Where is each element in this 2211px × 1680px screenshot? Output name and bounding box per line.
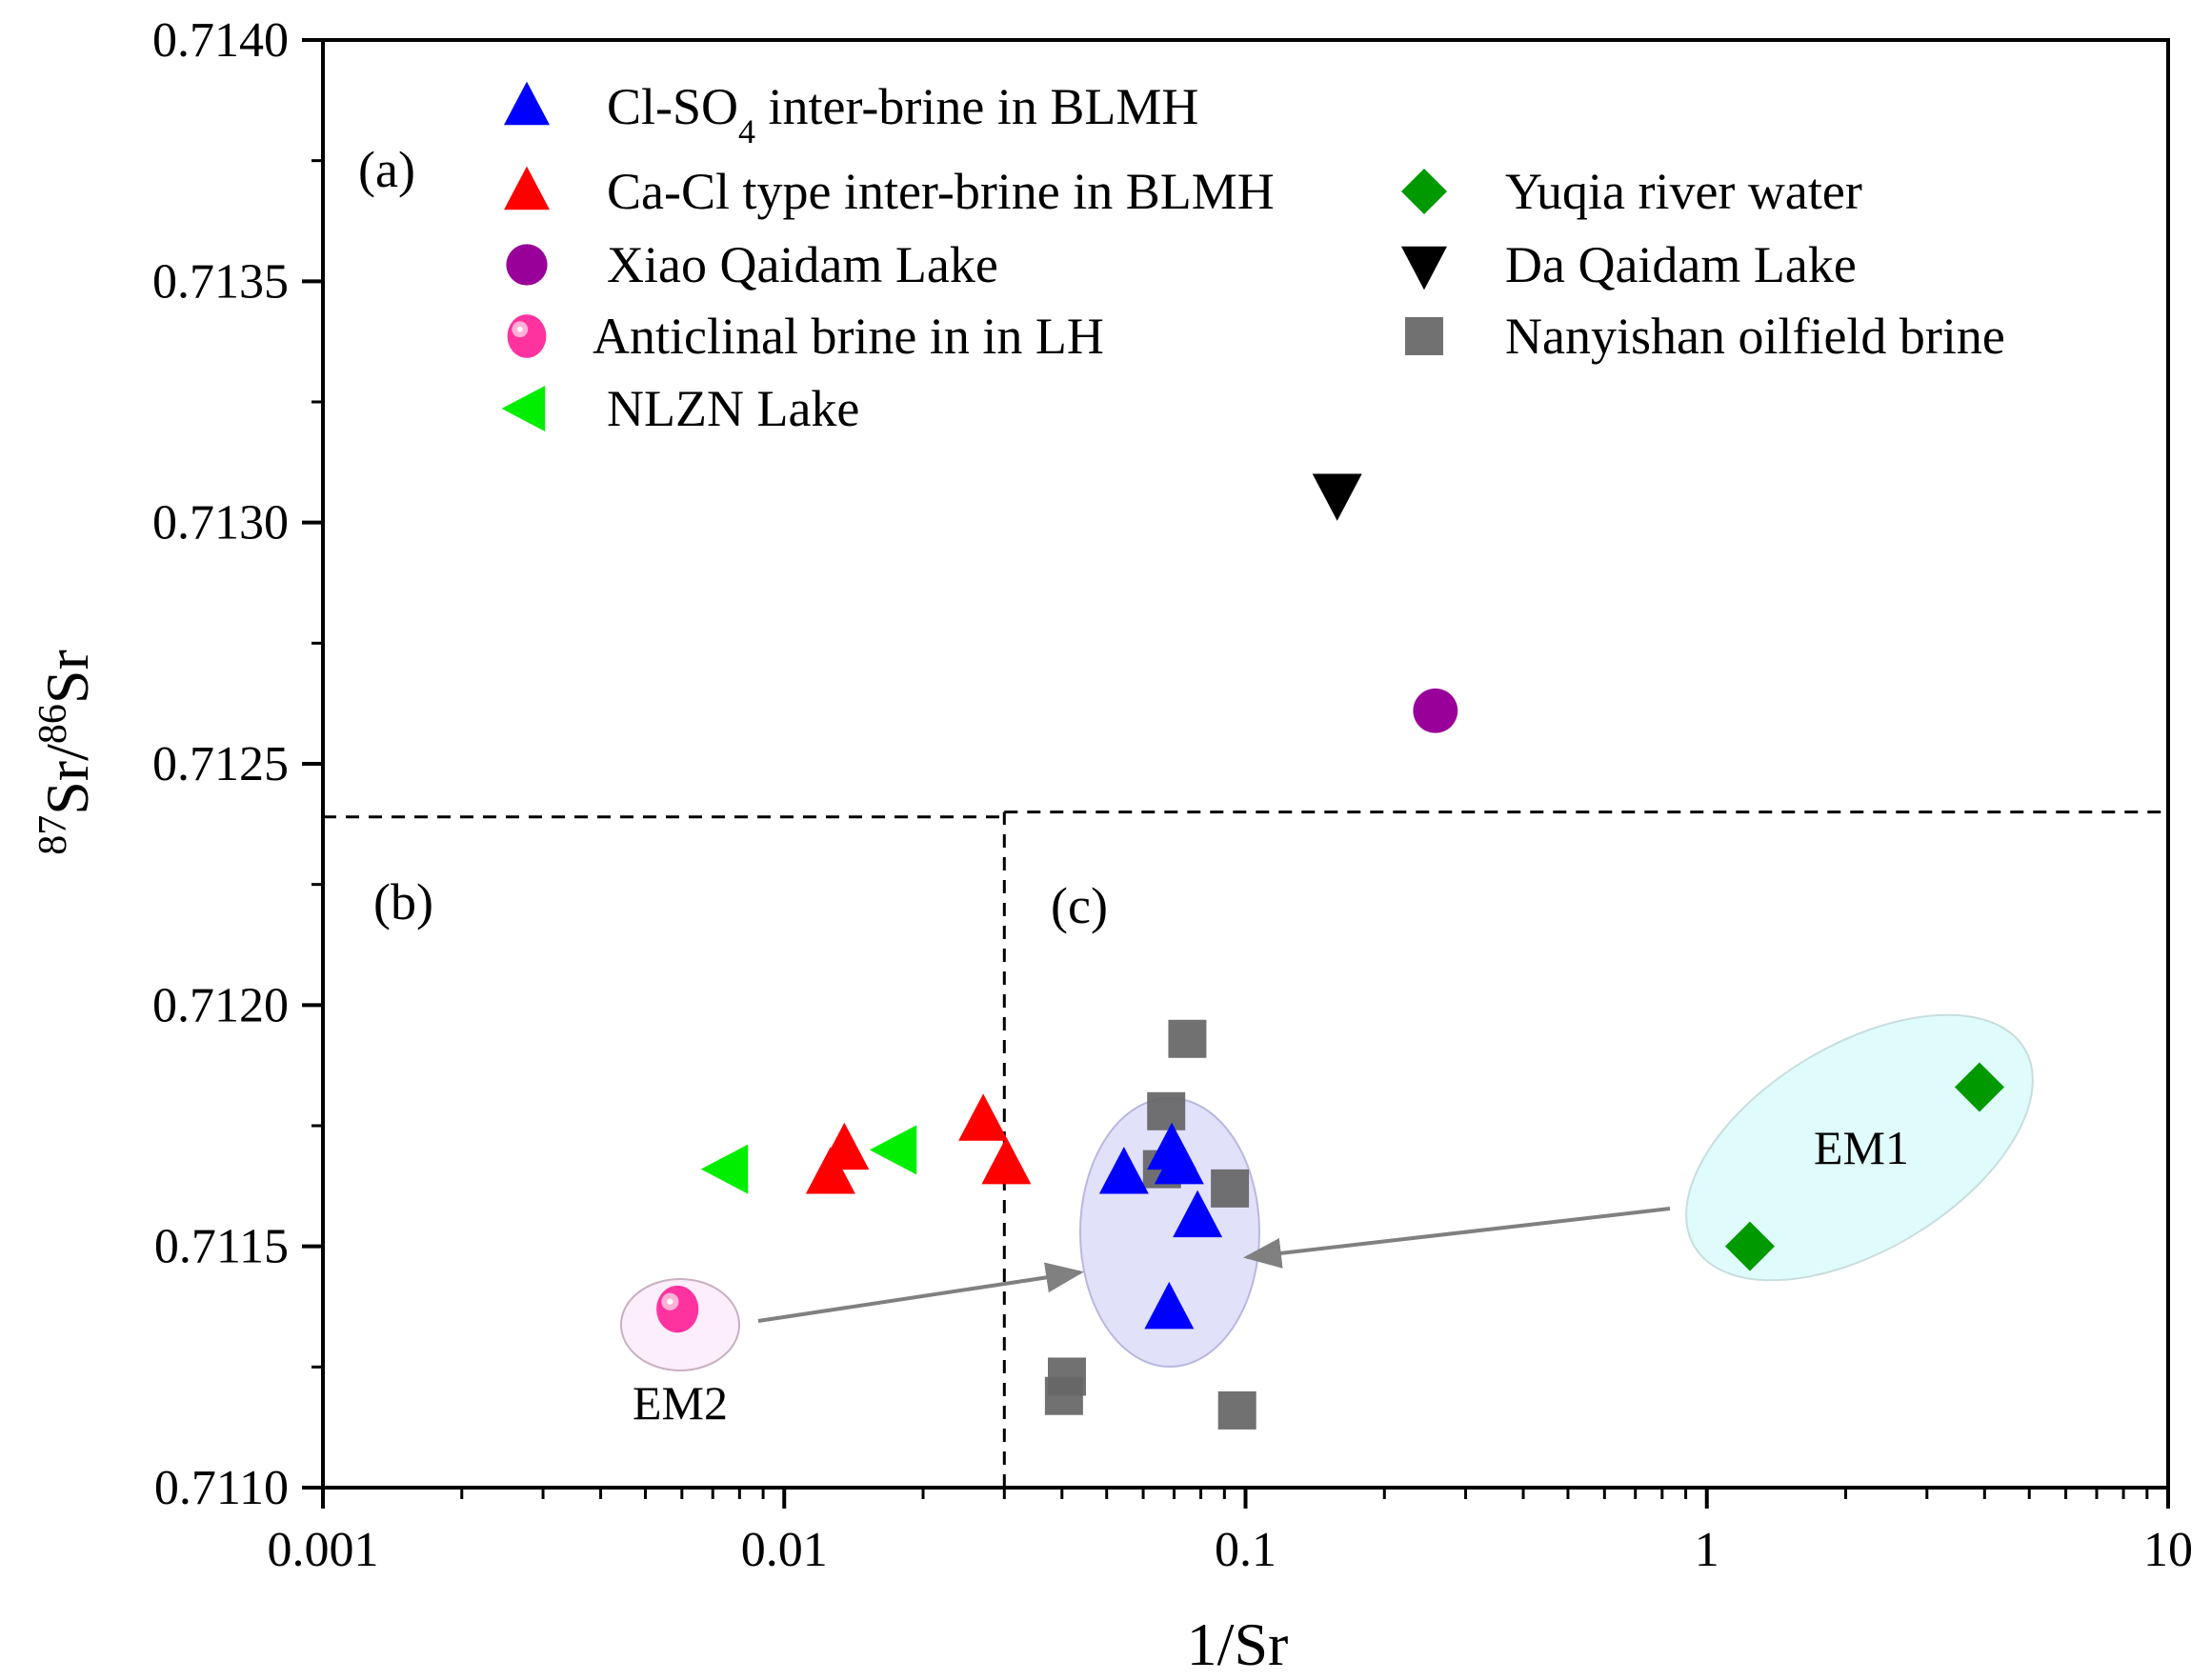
y-tick-label: 0.7120 (152, 978, 289, 1032)
x-axis-title: 1/Sr (1187, 1610, 1289, 1678)
data-point-sphere (656, 1285, 699, 1333)
legend-label-anticlinal: Anticlinal brine in in LH (593, 308, 1104, 365)
sphere-highlight-core (667, 1298, 673, 1305)
y-tick-label: 0.7140 (152, 13, 289, 68)
panel-label-b: (b) (373, 873, 433, 930)
y-title-base2: Sr (33, 650, 101, 704)
legend-marker-sphere (507, 314, 547, 358)
legend-label-part: Cl-SO (607, 78, 738, 135)
legend-label-nanyishan: Nanyishan oilfield brine (1505, 308, 2005, 365)
annotation-shapes (620, 1013, 2034, 1371)
legend-marker-triangle-down (1401, 246, 1447, 290)
y-tick-label: 0.7110 (154, 1461, 289, 1515)
legend-marker-triangle-up (504, 81, 550, 126)
data-point-triangle-up (981, 1136, 1032, 1185)
y-tick-label: 0.7135 (152, 254, 289, 309)
em2-label: EM2 (633, 1376, 728, 1430)
y-tick-label: 0.7130 (152, 496, 289, 550)
y-axis-title: 87Sr/86Sr (31, 650, 101, 855)
legend-label-subscript: 4 (738, 112, 755, 150)
legend-label-yuqia: Yuqia river water (1505, 163, 1862, 220)
panel-label-a: (a) (358, 141, 415, 198)
data-point-triangle-up (958, 1093, 1009, 1141)
data-points (656, 473, 2004, 1430)
y-title-base1: Sr/ (33, 744, 101, 815)
x-tick-label: 0.001 (268, 1523, 379, 1577)
data-point-triangle-up (1154, 1136, 1204, 1185)
data-point-square (1147, 1091, 1186, 1130)
data-point-triangle-left (700, 1144, 749, 1194)
legend-label-nlzn: NLZN Lake (607, 380, 859, 437)
em1-arrow (1243, 1207, 1671, 1269)
reference-lines (323, 810, 2168, 1488)
axis-ticks: 0.001 0.01 0.1 1 10 0.7110 0.7115 0.7120 0.7125 0… (152, 13, 2193, 1577)
y-tick-label: 0.7115 (154, 1220, 289, 1274)
data-point-square (1217, 1390, 1256, 1430)
legend-marker-diamond (1401, 169, 1447, 214)
x-tick-label: 1 (1695, 1523, 1719, 1577)
data-point-triangle-up (1173, 1190, 1223, 1238)
legend-marker-triangle-up (504, 166, 550, 210)
legend: Cl-SO4 inter-brine in BLMH Ca-Cl type in… (501, 78, 2005, 437)
legend-label-da-qaidam: Da Qaidam Lake (1505, 236, 1857, 293)
y-tick-label: 0.7125 (152, 737, 289, 791)
data-point-square (1168, 1019, 1207, 1058)
legend-label-xiao-qaidam: Xiao Qaidam Lake (607, 236, 998, 293)
legend-marker-circle (506, 244, 548, 286)
legend-marker-triangle-left (501, 386, 546, 431)
panel-label-c: (c) (1051, 877, 1108, 934)
em1-ellipse (1685, 1013, 2034, 1282)
y-title-sup1: 87 (31, 815, 75, 855)
data-point-triangle-up (805, 1147, 855, 1194)
legend-label-part: inter-brine in BLMH (755, 78, 1198, 135)
x-tick-label: 10 (2143, 1523, 2193, 1577)
x-tick-label: 0.01 (741, 1523, 828, 1577)
sphere-body (507, 314, 547, 358)
em1-label: EM1 (1814, 1121, 1909, 1174)
legend-markers (501, 81, 1447, 431)
data-point-triangle-up (1098, 1147, 1149, 1194)
legend-label-ca-cl: Ca-Cl type inter-brine in BLMH (607, 163, 1275, 220)
y-title-sup2: 86 (31, 704, 75, 744)
data-point-diamond (1724, 1221, 1775, 1271)
sphere-body (656, 1285, 699, 1333)
data-point-triangle-left (869, 1125, 917, 1175)
data-point-triangle-up (1144, 1281, 1195, 1330)
data-point-triangle-down (1312, 473, 1362, 521)
legend-label-cl-so4: Cl-SO4 inter-brine in BLMH (607, 78, 1198, 150)
legend-marker-square (1405, 317, 1443, 355)
data-point-triangle-up (819, 1122, 870, 1170)
x-tick-label: 0.1 (1215, 1523, 1276, 1577)
data-point-square (1044, 1376, 1083, 1415)
data-point-square (1211, 1169, 1250, 1208)
data-point-circle (1413, 688, 1458, 733)
sphere-highlight-core (516, 326, 523, 332)
data-point-diamond (1954, 1062, 2004, 1112)
em2-arrow (757, 1262, 1084, 1323)
